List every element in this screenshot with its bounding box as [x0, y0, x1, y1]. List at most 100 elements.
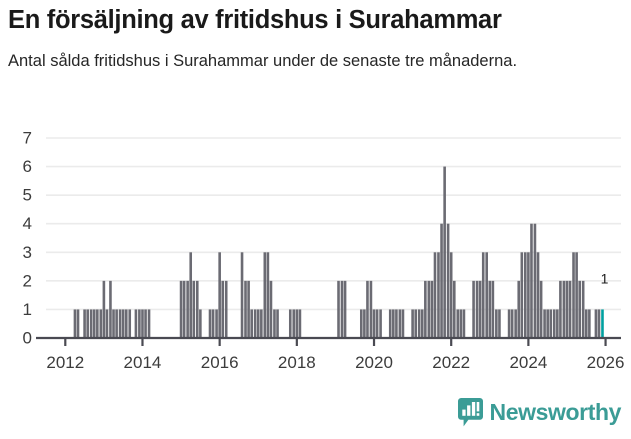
bar[interactable]	[363, 309, 366, 338]
bar[interactable]	[99, 309, 103, 338]
bar[interactable]	[263, 252, 267, 338]
bar[interactable]	[427, 280, 431, 338]
bar[interactable]	[481, 252, 485, 338]
bar[interactable]	[189, 252, 193, 338]
bar[interactable]	[288, 309, 292, 338]
bar[interactable]	[572, 252, 575, 338]
bar[interactable]	[379, 309, 382, 338]
bar[interactable]	[520, 252, 524, 338]
bar[interactable]	[549, 309, 553, 338]
bar[interactable]	[83, 309, 86, 338]
bar[interactable]	[112, 309, 115, 338]
bar[interactable]	[144, 309, 147, 338]
bar[interactable]	[530, 223, 533, 338]
bar[interactable]	[134, 309, 138, 338]
bar[interactable]	[118, 309, 122, 338]
newsworthy-logo[interactable]: Newsworthy	[457, 398, 621, 427]
bar[interactable]	[437, 252, 440, 338]
bar[interactable]	[121, 309, 125, 338]
bar[interactable]	[456, 309, 460, 338]
bar[interactable]	[343, 280, 347, 338]
bar[interactable]	[269, 280, 273, 338]
bar[interactable]	[192, 280, 196, 338]
bar[interactable]	[340, 280, 344, 338]
bar[interactable]	[597, 309, 601, 338]
bar[interactable]	[240, 252, 244, 338]
bar[interactable]	[147, 309, 151, 338]
bar[interactable]	[221, 280, 225, 338]
bar[interactable]	[392, 309, 395, 338]
bar[interactable]	[452, 280, 456, 338]
bar[interactable]	[215, 309, 218, 338]
bar[interactable]	[102, 280, 106, 338]
bar[interactable]	[375, 309, 379, 338]
bar[interactable]	[485, 252, 488, 338]
bar[interactable]	[578, 280, 582, 338]
bar[interactable]	[527, 252, 530, 338]
bar[interactable]	[138, 309, 141, 338]
bar[interactable]	[298, 309, 302, 338]
bar[interactable]	[73, 309, 77, 338]
bar[interactable]	[443, 166, 446, 338]
bar[interactable]	[472, 280, 475, 338]
bar[interactable]	[260, 309, 263, 338]
bar[interactable]	[195, 280, 199, 338]
bar[interactable]	[359, 309, 363, 338]
bar[interactable]	[543, 309, 546, 338]
bar[interactable]	[539, 280, 543, 338]
bar[interactable]	[395, 309, 398, 338]
bar[interactable]	[459, 309, 463, 338]
bar[interactable]	[417, 309, 421, 338]
bar[interactable]	[524, 252, 527, 338]
bar[interactable]	[96, 309, 99, 338]
bar[interactable]	[292, 309, 296, 338]
bar[interactable]	[266, 252, 270, 338]
bar[interactable]	[273, 309, 276, 338]
bar[interactable]	[533, 223, 537, 338]
bar[interactable]	[208, 309, 212, 338]
bar[interactable]	[247, 280, 250, 338]
bar[interactable]	[575, 252, 578, 338]
bar[interactable]	[401, 309, 405, 338]
bar[interactable]	[115, 309, 118, 338]
bar[interactable]	[105, 309, 109, 338]
bar[interactable]	[565, 280, 569, 338]
bar[interactable]	[559, 280, 562, 338]
bar[interactable]	[594, 309, 598, 338]
bar[interactable]	[581, 280, 585, 338]
bar[interactable]	[89, 309, 93, 338]
bar[interactable]	[584, 309, 588, 338]
bar[interactable]	[211, 309, 215, 338]
bar[interactable]	[398, 309, 402, 338]
bar[interactable]	[446, 223, 450, 338]
bar[interactable]	[369, 280, 373, 338]
bar[interactable]	[179, 280, 183, 338]
bar[interactable]	[186, 280, 189, 338]
bar[interactable]	[424, 280, 427, 338]
bar[interactable]	[250, 309, 253, 338]
bar[interactable]	[462, 309, 466, 338]
bar[interactable]	[498, 309, 501, 338]
bar[interactable]	[244, 280, 247, 338]
bar[interactable]	[556, 309, 559, 338]
bar[interactable]	[420, 309, 424, 338]
bar[interactable]	[552, 309, 556, 338]
bar[interactable]	[546, 309, 549, 338]
bar[interactable]	[517, 280, 521, 338]
bar[interactable]	[491, 280, 495, 338]
bar[interactable]	[430, 280, 434, 338]
bar[interactable]	[475, 280, 479, 338]
bar[interactable]	[507, 309, 511, 338]
bar[interactable]	[276, 309, 279, 338]
bar[interactable]	[224, 280, 228, 338]
bar[interactable]	[256, 309, 260, 338]
bar[interactable]	[433, 252, 437, 338]
bar[interactable]	[182, 280, 186, 338]
bar[interactable]	[372, 309, 376, 338]
bar[interactable]	[92, 309, 96, 338]
bar[interactable]	[76, 309, 80, 338]
bar[interactable]	[366, 280, 369, 338]
bar[interactable]	[449, 252, 453, 338]
bar[interactable]	[388, 309, 392, 338]
bar[interactable]	[141, 309, 144, 338]
